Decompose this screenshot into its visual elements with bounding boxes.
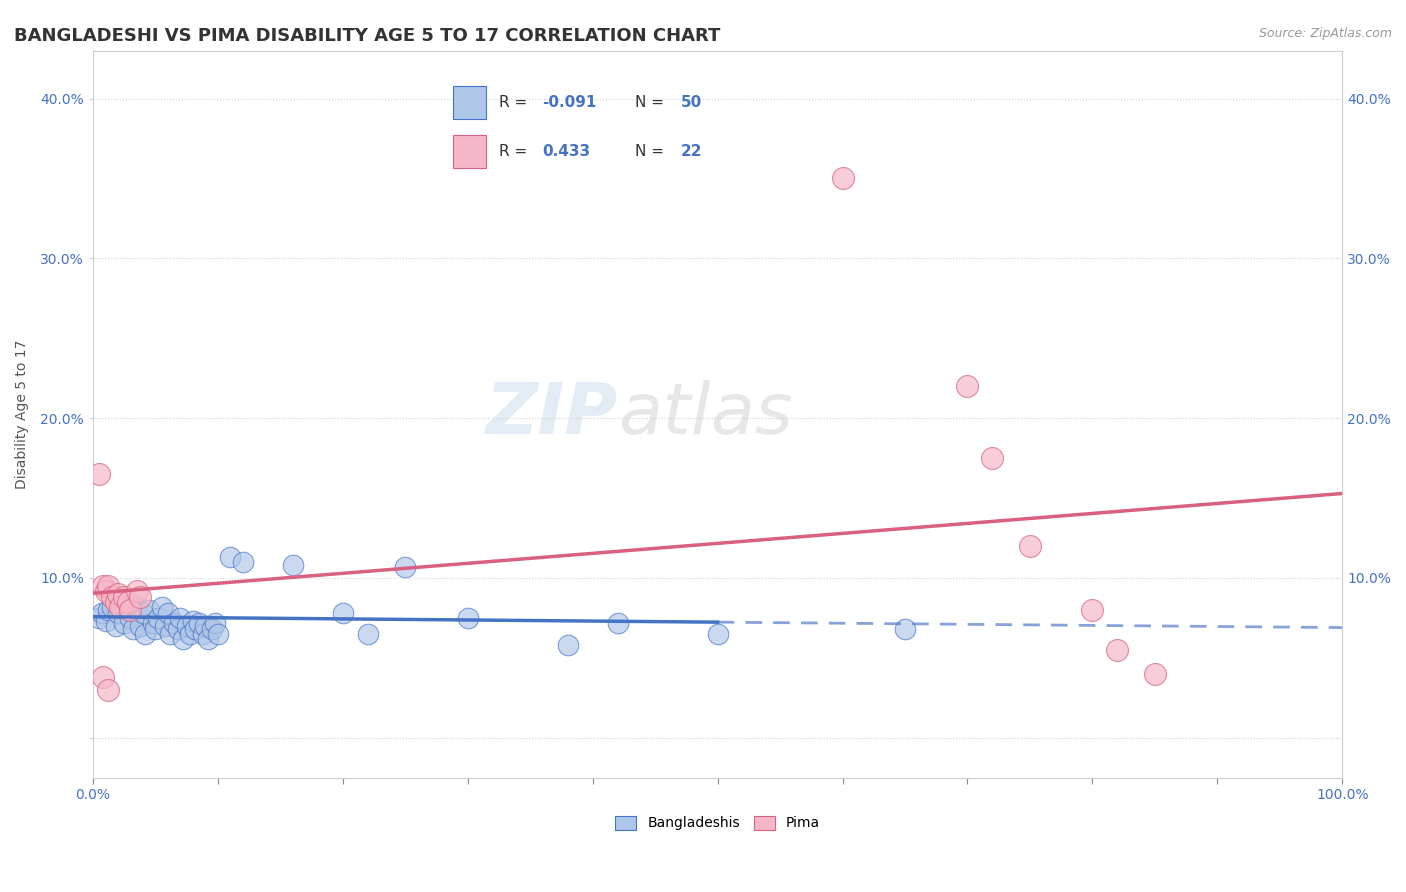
Text: ZIP: ZIP [485,380,617,449]
Point [97,603,120,617]
Point [457,611,479,625]
Point [110,595,132,609]
Point [357,626,380,640]
Point [169,611,191,625]
Text: R =: R = [499,95,533,110]
Point [94,583,117,598]
Point [112,590,135,604]
Point [207,626,229,640]
Point [167,622,190,636]
Point [129,619,152,633]
Point [89,611,111,625]
Point [176,619,198,633]
Point [281,558,304,572]
Point [956,379,979,393]
Point [1143,666,1166,681]
Point [201,622,224,636]
Text: Source: ZipAtlas.com: Source: ZipAtlas.com [1258,27,1392,40]
Point [117,603,139,617]
Point [188,615,211,630]
Point [831,171,853,186]
Point [134,626,156,640]
Point [112,615,135,630]
Text: N =: N = [634,95,668,110]
Point [894,622,917,636]
Text: BANGLADESHI VS PIMA DISABILITY AGE 5 TO 17 CORRELATION CHART: BANGLADESHI VS PIMA DISABILITY AGE 5 TO … [14,27,720,45]
Point [142,615,165,630]
Point [197,632,219,646]
Point [179,626,201,640]
Point [97,579,120,593]
Point [117,595,139,609]
Point [394,559,416,574]
Point [107,606,129,620]
Point [90,606,112,620]
Point [94,614,117,628]
Point [184,622,207,636]
Point [89,467,111,481]
Point [125,583,148,598]
Point [145,622,167,636]
Point [159,626,181,640]
Point [91,579,114,593]
Point [132,606,155,620]
Point [332,606,354,620]
Bar [453,87,486,119]
Text: atlas: atlas [617,380,793,449]
Point [120,611,142,625]
Text: -0.091: -0.091 [543,95,596,110]
Point [104,619,127,633]
Point [1081,603,1104,617]
Point [100,599,122,614]
Text: 22: 22 [681,145,702,160]
Point [122,622,145,636]
Point [104,595,127,609]
Point [107,587,129,601]
Legend: Bangladeshis, Pima: Bangladeshis, Pima [610,810,825,836]
Point [1019,539,1042,553]
Point [125,599,148,614]
Point [146,611,169,625]
Point [155,619,177,633]
Point [232,555,254,569]
Point [120,603,142,617]
Point [606,615,628,630]
Point [138,603,160,617]
Point [91,670,114,684]
Point [219,550,242,565]
Point [129,590,152,604]
Point [181,614,204,628]
Point [156,606,179,620]
Point [100,590,122,604]
Text: 0.433: 0.433 [543,145,591,160]
Point [194,619,217,633]
Point [981,450,1004,465]
Point [172,632,194,646]
Text: N =: N = [634,145,668,160]
Point [706,626,728,640]
Point [204,615,226,630]
Point [97,682,120,697]
Point [1107,642,1129,657]
Text: 50: 50 [681,95,702,110]
Bar [453,136,486,168]
Point [557,638,579,652]
Y-axis label: Disability Age 5 to 17: Disability Age 5 to 17 [15,340,30,489]
Point [163,615,186,630]
Point [110,599,132,614]
Text: R =: R = [499,145,537,160]
Point [150,599,173,614]
Point [191,626,214,640]
